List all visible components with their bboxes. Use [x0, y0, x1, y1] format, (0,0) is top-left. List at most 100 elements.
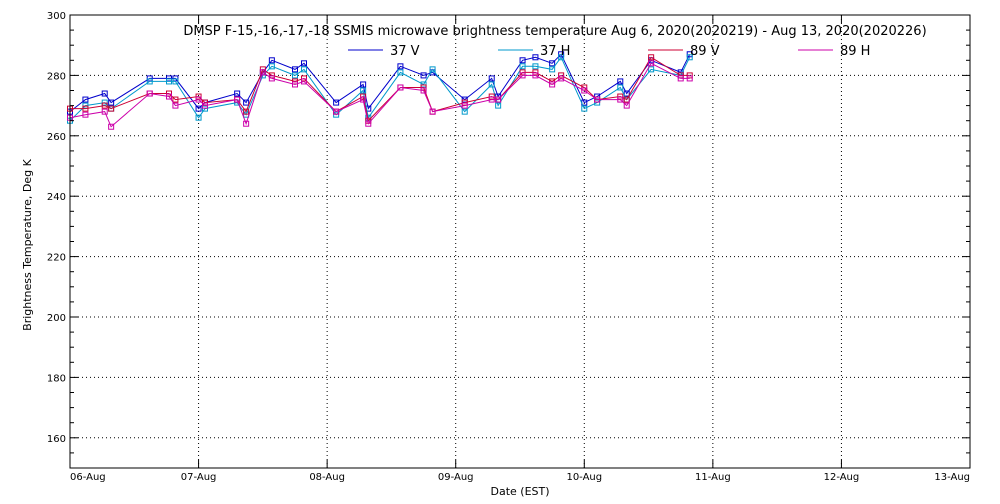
data-point [532, 54, 539, 61]
y-tick-label: 200 [47, 313, 66, 324]
legend-label: 37 V [390, 44, 420, 59]
series-line [69, 62, 690, 128]
data-point [623, 90, 630, 97]
chart-title: DMSP F-15,-16,-17,-18 SSMIS microwave br… [183, 24, 926, 39]
data-point [420, 84, 427, 91]
data-point [519, 72, 526, 79]
data-point [623, 102, 630, 109]
y-tick-label: 160 [47, 434, 66, 445]
data-point [461, 108, 468, 115]
data-point [686, 51, 693, 58]
data-point [461, 102, 468, 109]
data-point [172, 78, 179, 85]
data-point [623, 96, 630, 103]
data-point [166, 93, 172, 100]
data-point [617, 78, 624, 85]
legend-label: 89 H [840, 44, 870, 59]
data-point [397, 84, 404, 91]
series-layer [67, 51, 693, 130]
data-point [549, 60, 556, 67]
data-point [532, 63, 539, 70]
data-point [146, 90, 153, 97]
data-point [495, 102, 502, 109]
y-tick-label: 220 [47, 253, 66, 264]
data-point [108, 123, 115, 130]
axis-ticks: 160 180 200 220 240 260 280 300 06-Aug 07-Aug 08-A… [47, 11, 971, 483]
data-point [166, 78, 172, 85]
data-point [519, 63, 526, 70]
data-point [488, 75, 495, 82]
data-point [234, 90, 241, 97]
data-point [301, 60, 307, 67]
data-point [292, 72, 298, 79]
data-point [301, 78, 307, 85]
data-point [243, 108, 250, 115]
data-point [268, 63, 275, 70]
x-tick-label: 10-Aug [566, 472, 602, 483]
data-point [82, 96, 89, 103]
y-tick-label: 240 [47, 192, 66, 203]
data-point [172, 102, 179, 109]
data-point [172, 96, 179, 103]
x-axis-label: Date (EST) [490, 485, 549, 498]
data-point [202, 105, 208, 112]
data-point [558, 75, 565, 82]
data-point [429, 66, 436, 73]
data-point [301, 66, 307, 73]
data-point [617, 96, 624, 103]
x-tick-label: 08-Aug [309, 472, 345, 483]
data-point [234, 96, 241, 103]
data-point [617, 93, 624, 100]
data-point [101, 108, 108, 115]
data-point [420, 81, 427, 88]
data-point [333, 99, 340, 106]
x-tick-label: 11-Aug [695, 472, 731, 483]
y-axis-label: Brightness Temperature, Deg K [21, 158, 34, 330]
data-point [686, 75, 693, 82]
plot-frame [69, 14, 971, 469]
data-point [549, 66, 556, 73]
y-tick-label: 280 [47, 71, 66, 82]
data-point [519, 57, 526, 64]
x-tick-label: 06-Aug [70, 472, 106, 483]
data-point [360, 87, 367, 94]
data-point [686, 54, 693, 61]
data-point [488, 93, 495, 100]
data-point [195, 96, 202, 103]
data-point [594, 96, 601, 103]
data-point [420, 72, 427, 79]
data-point [333, 108, 340, 115]
data-point [420, 87, 427, 94]
data-point [82, 111, 89, 118]
data-point [365, 120, 372, 127]
data-point [488, 81, 495, 88]
data-point [488, 96, 495, 103]
data-point [532, 72, 539, 79]
data-point [195, 93, 202, 100]
data-point [202, 102, 208, 109]
y-tick-label: 260 [47, 132, 66, 143]
data-point [292, 78, 298, 85]
data-point [532, 69, 539, 76]
data-point [648, 66, 655, 73]
data-point [461, 96, 468, 103]
data-point [461, 99, 468, 106]
data-point [581, 87, 588, 94]
data-point [268, 75, 275, 82]
legend-label: 37 H [540, 44, 570, 59]
data-point [549, 81, 556, 88]
data-point [108, 99, 115, 106]
data-point [292, 66, 298, 73]
y-tick-label: 180 [47, 373, 66, 384]
data-point [360, 96, 367, 103]
data-point [268, 57, 275, 64]
data-point [495, 96, 502, 103]
data-point [558, 54, 565, 61]
data-point [686, 72, 693, 79]
data-point [195, 114, 202, 121]
legend: 37 V 37 H 89 V 89 H [348, 44, 870, 59]
data-point [677, 75, 684, 82]
x-tick-label: 13-Aug [934, 472, 970, 483]
